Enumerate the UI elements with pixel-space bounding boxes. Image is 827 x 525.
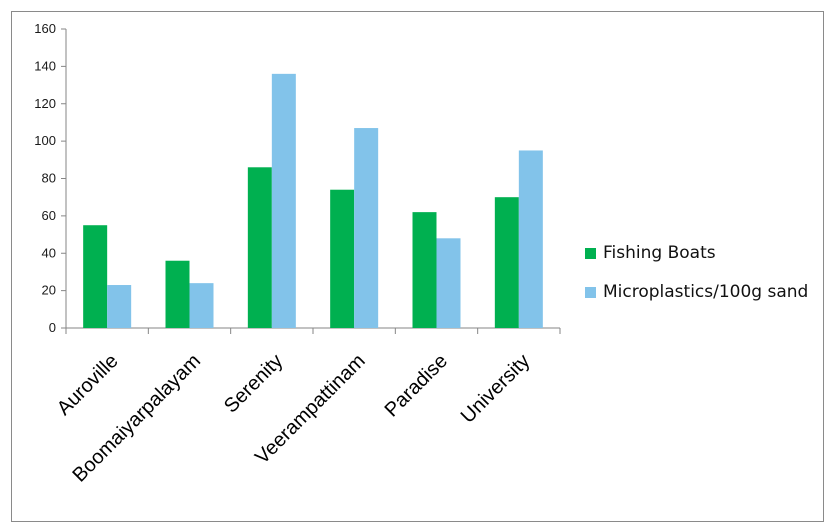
y-tick-label: 40 <box>42 245 56 260</box>
bar-fishing-boats-university <box>494 197 519 328</box>
bar-microplastics-auroville <box>107 285 132 328</box>
y-tick-label: 120 <box>34 96 56 111</box>
legend-item-fishing-boats: Fishing Boats <box>585 243 808 263</box>
chart-axes <box>65 29 560 329</box>
legend: Fishing Boats Microplastics/100g sand <box>585 243 808 321</box>
legend-swatch-fishing-boats <box>585 247 596 259</box>
y-tick-label: 100 <box>34 133 56 148</box>
bar-microplastics-boomaiyarpalayam <box>189 283 214 328</box>
bar-microplastics-serenity <box>271 73 296 328</box>
bar-fishing-boats-boomaiyarpalayam <box>165 260 190 328</box>
bar-fishing-boats-auroville <box>83 225 108 328</box>
bar-microplastics-paradise <box>436 238 461 328</box>
legend-swatch-microplastics <box>585 286 596 298</box>
bar-fishing-boats-veerampattinam <box>330 189 355 328</box>
y-tick-label: 80 <box>42 171 56 186</box>
y-tick-label: 160 <box>34 21 56 36</box>
bar-microplastics-university <box>518 150 543 328</box>
category-label-university: University <box>457 350 535 428</box>
bar-microplastics-veerampattinam <box>354 128 379 328</box>
x-axis-ticks <box>65 328 561 334</box>
bars <box>83 73 543 328</box>
y-tick-label: 20 <box>42 283 56 298</box>
legend-item-microplastics: Microplastics/100g sand <box>585 282 808 302</box>
y-tick-label: 140 <box>34 58 56 73</box>
y-tick-label: 0 <box>49 320 56 335</box>
category-label-serenity: Serenity <box>220 350 287 417</box>
y-tick-label: 60 <box>42 208 56 223</box>
legend-label-microplastics: Microplastics/100g sand <box>603 282 809 302</box>
bar-fishing-boats-paradise <box>412 212 437 328</box>
category-label-paradise: Paradise <box>381 350 452 421</box>
legend-label-fishing-boats: Fishing Boats <box>603 243 716 263</box>
bar-fishing-boats-serenity <box>247 167 272 328</box>
y-axis-ticks: 0 20 40 60 80 100 120 140 160 <box>34 21 66 335</box>
category-label-auroville: Auroville <box>53 350 123 420</box>
